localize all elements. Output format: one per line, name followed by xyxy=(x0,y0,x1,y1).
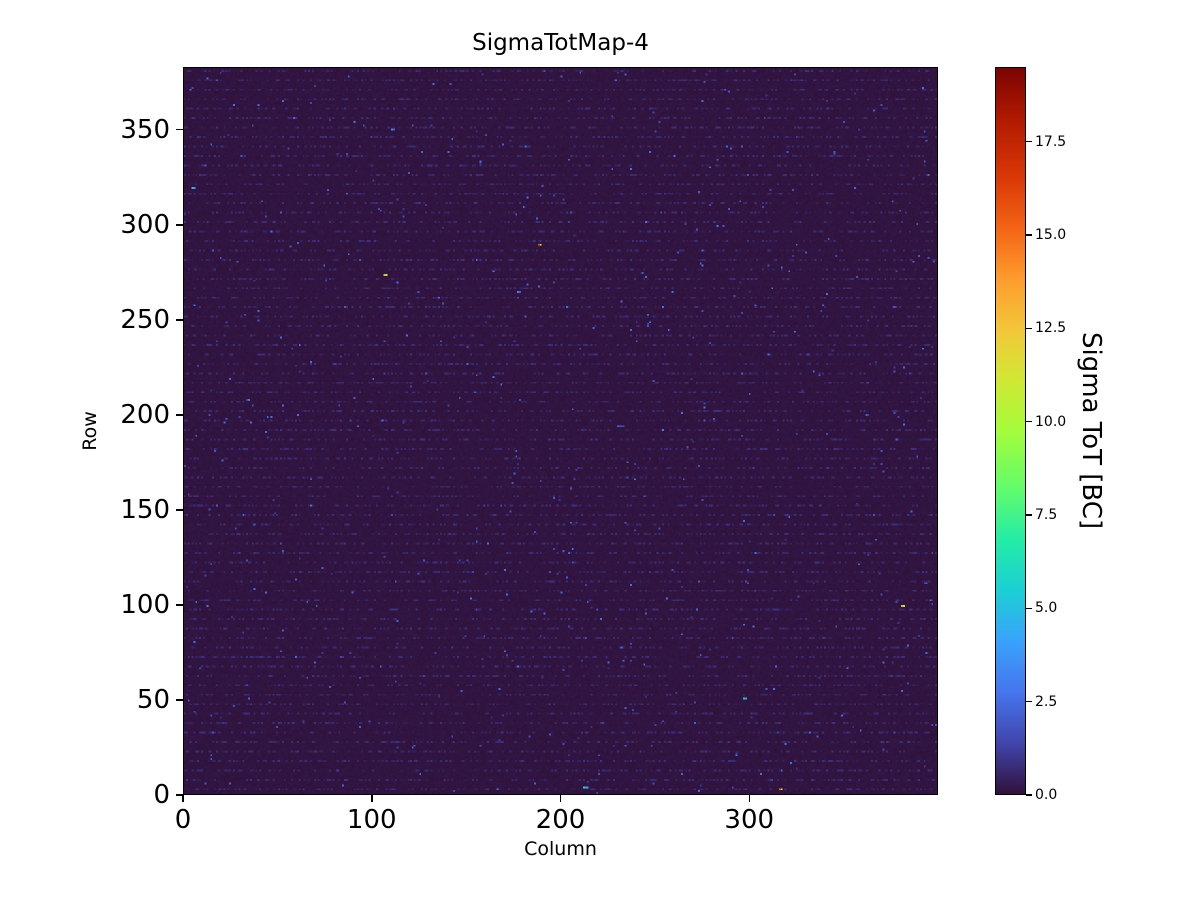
y-tick-mark xyxy=(176,794,183,796)
colorbar-tick-mark xyxy=(1026,700,1032,703)
colorbar-tick-mark xyxy=(1026,327,1032,330)
y-tick-label: 200 xyxy=(120,399,170,430)
y-tick-label: 350 xyxy=(120,114,170,145)
chart-title: SigmaTotMap-4 xyxy=(472,30,649,56)
colorbar-tick-mark xyxy=(1026,420,1032,423)
x-tick-mark xyxy=(182,795,184,802)
colorbar-tick-mark xyxy=(1026,140,1032,143)
y-tick-mark xyxy=(176,604,183,606)
colorbar-tick-label: 0.0 xyxy=(1035,787,1058,803)
y-tick-label: 250 xyxy=(120,304,170,335)
x-tick-label: 300 xyxy=(724,805,775,835)
heatmap-canvas xyxy=(184,68,937,794)
y-tick-label: 300 xyxy=(120,209,170,240)
colorbar xyxy=(995,67,1026,795)
x-tick-mark xyxy=(371,795,373,802)
y-tick-mark xyxy=(176,128,183,131)
colorbar-label: Sigma ToT [BC] xyxy=(1076,332,1106,530)
y-tick-label: 150 xyxy=(120,494,170,525)
x-tick-label: 0 xyxy=(174,805,192,835)
colorbar-tick-label: 15.0 xyxy=(1035,227,1067,243)
y-tick-mark xyxy=(176,319,183,321)
colorbar-tick-label: 7.5 xyxy=(1035,507,1058,523)
y-tick-mark xyxy=(176,414,183,416)
y-tick-mark xyxy=(176,699,183,701)
colorbar-tick-label: 12.5 xyxy=(1035,320,1067,337)
y-tick-label: 0 xyxy=(153,780,170,810)
y-tick-mark xyxy=(176,509,183,511)
colorbar-tick-mark xyxy=(1026,794,1032,796)
x-axis-label: Column xyxy=(524,838,597,860)
colorbar-tick-label: 5.0 xyxy=(1035,600,1058,617)
x-tick-mark xyxy=(748,795,750,802)
x-tick-label: 200 xyxy=(535,805,586,835)
colorbar-tick-mark xyxy=(1026,234,1032,236)
colorbar-tick-label: 10.0 xyxy=(1035,413,1067,430)
y-tick-mark xyxy=(176,224,183,226)
colorbar-tick-mark xyxy=(1026,607,1032,610)
x-tick-mark xyxy=(559,795,562,802)
x-tick-label: 100 xyxy=(346,805,397,835)
plot-area xyxy=(183,67,938,795)
colorbar-tick-label: 17.5 xyxy=(1035,133,1067,150)
y-tick-label: 100 xyxy=(120,589,170,620)
colorbar-tick-label: 2.5 xyxy=(1035,693,1058,710)
y-tick-label: 50 xyxy=(136,684,170,715)
colorbar-tick-mark xyxy=(1026,514,1032,516)
